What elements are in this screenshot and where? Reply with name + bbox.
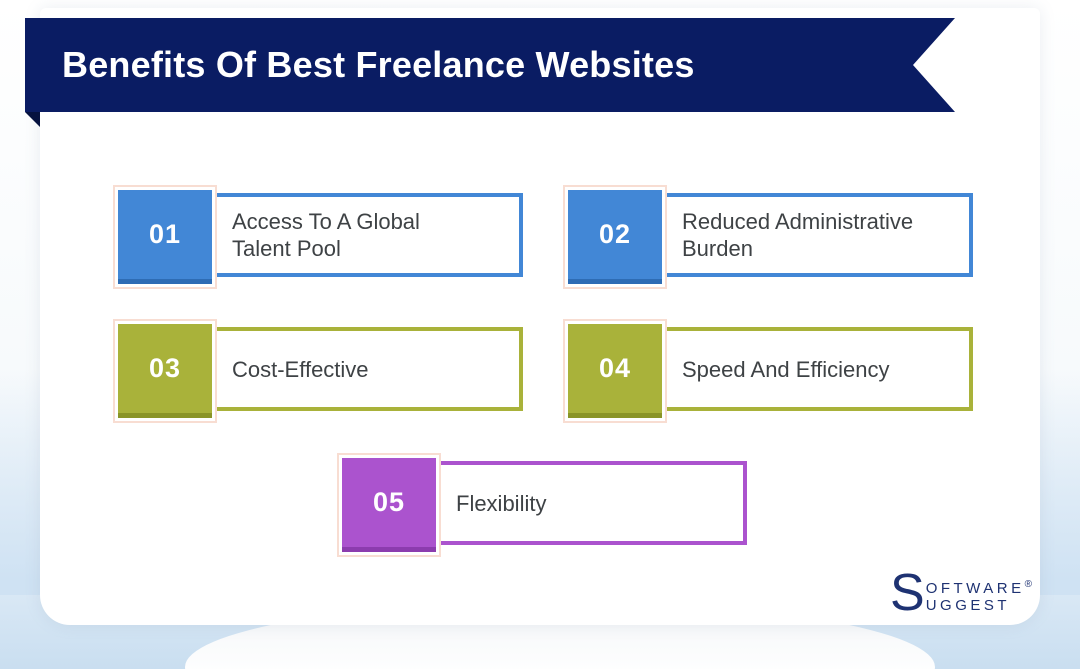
badge-number: 02 bbox=[598, 219, 632, 249]
badge-number: 03 bbox=[148, 353, 182, 383]
item-number-badge: 03 bbox=[113, 319, 217, 423]
softwaresuggest-logo: S OFTWARE® UGGEST bbox=[890, 564, 1032, 622]
badge-number: 05 bbox=[372, 487, 406, 517]
header-ribbon: Benefits Of Best Freelance Websites bbox=[25, 18, 955, 112]
benefit-item-2: Reduced Administrative Burden 02 bbox=[563, 185, 973, 289]
benefit-label: Reduced Administrative Burden bbox=[682, 209, 914, 261]
item-number-badge: 02 bbox=[563, 185, 667, 289]
page-title: Benefits Of Best Freelance Websites bbox=[62, 44, 695, 85]
benefit-bar: Reduced Administrative Burden bbox=[645, 193, 973, 277]
item-number-badge: 01 bbox=[113, 185, 217, 289]
item-number-badge: 04 bbox=[563, 319, 667, 423]
benefit-item-5: Flexibility 05 bbox=[337, 453, 747, 557]
benefit-label: Access To A Global Talent Pool bbox=[232, 209, 420, 261]
logo-line-1: OFTWARE® bbox=[925, 579, 1032, 597]
benefit-item-3: Cost-Effective 03 bbox=[113, 319, 523, 423]
benefit-bar: Access To A Global Talent Pool bbox=[195, 193, 523, 277]
badge-number: 04 bbox=[598, 353, 632, 383]
badge-number: 01 bbox=[148, 219, 182, 249]
item-number-badge: 05 bbox=[337, 453, 441, 557]
registered-mark: ® bbox=[1024, 579, 1032, 590]
benefit-bar: Flexibility bbox=[419, 461, 747, 545]
logo-initial: S bbox=[890, 564, 925, 622]
benefit-label: Flexibility bbox=[456, 490, 547, 516]
benefit-bar: Speed And Efficiency bbox=[645, 327, 973, 411]
benefit-item-4: Speed And Efficiency 04 bbox=[563, 319, 973, 423]
benefit-label: Cost-Effective bbox=[232, 356, 369, 382]
benefit-label: Speed And Efficiency bbox=[682, 356, 890, 382]
benefit-item-1: Access To A Global Talent Pool 01 bbox=[113, 185, 523, 289]
benefit-bar: Cost-Effective bbox=[195, 327, 523, 411]
logo-line-2: UGGEST bbox=[925, 597, 1011, 614]
